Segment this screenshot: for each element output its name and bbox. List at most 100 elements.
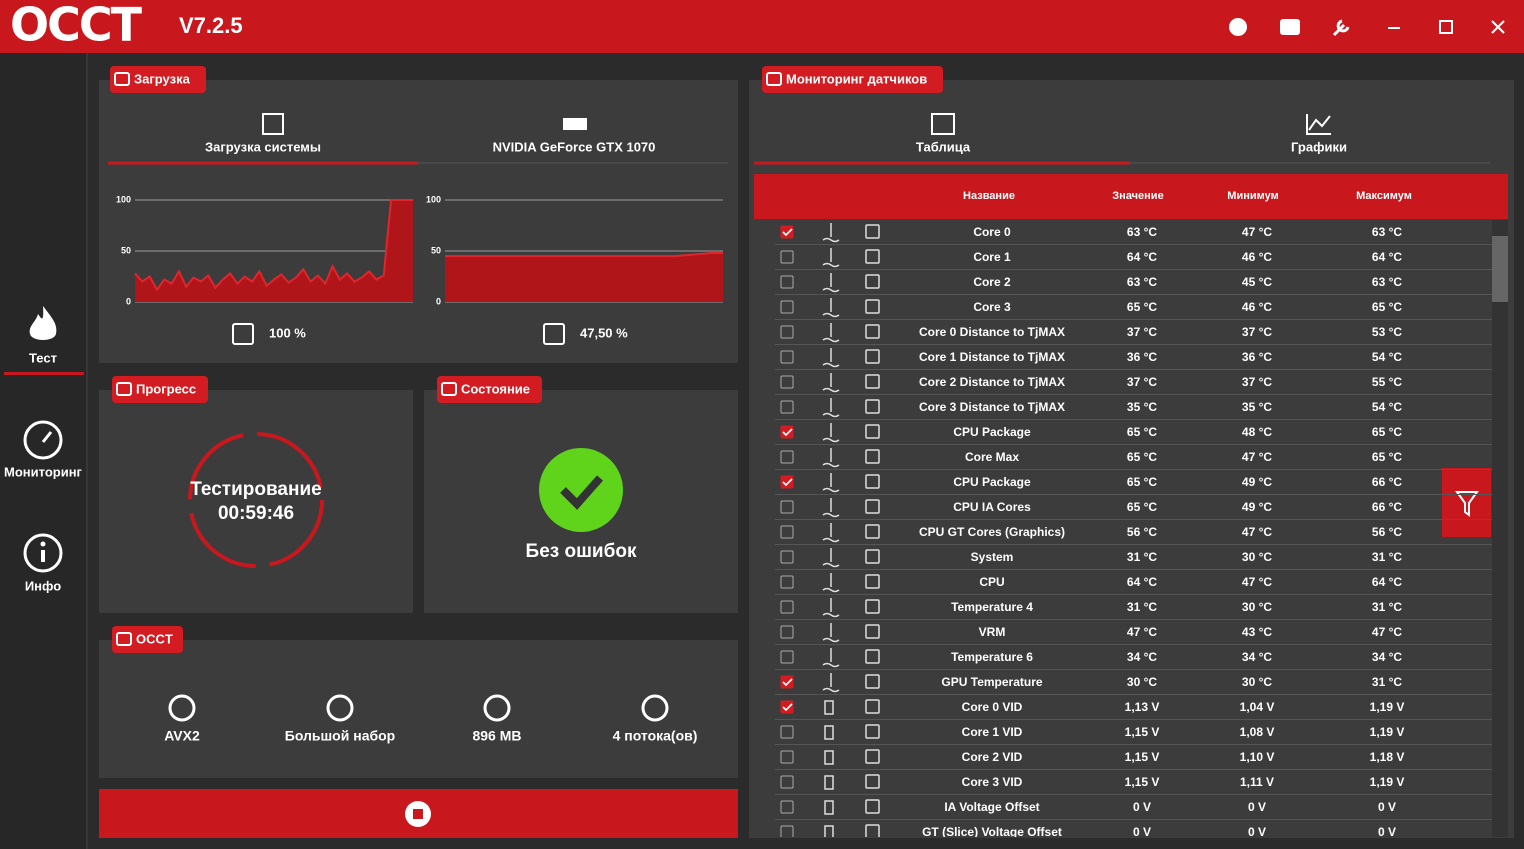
version: V7.2.5 [179, 13, 243, 38]
row-checkbox[interactable] [780, 325, 794, 339]
row-checkbox[interactable] [780, 300, 794, 314]
row-checkbox[interactable] [780, 725, 794, 739]
cpu-tab-icon [262, 113, 284, 135]
table-tab-icon [931, 113, 955, 135]
temperature-icon [822, 498, 840, 518]
cell: CPU Package [953, 425, 1031, 439]
row-checkbox[interactable] [780, 350, 794, 364]
cell: 34 °C [1127, 650, 1157, 664]
row-checkbox[interactable] [780, 425, 794, 439]
progress-ring [188, 432, 324, 568]
cell: 56 °C [1372, 525, 1402, 539]
row-checkbox[interactable] [780, 275, 794, 289]
row-checkbox[interactable] [780, 800, 794, 814]
filter-button[interactable] [1442, 468, 1491, 537]
cell: 64 °C [1127, 575, 1157, 589]
row-checkbox[interactable] [780, 525, 794, 539]
settings-button[interactable] [1332, 19, 1350, 37]
cell: 63 °C [1127, 225, 1157, 239]
row-checkbox[interactable] [780, 650, 794, 664]
cell: 30 °C [1242, 550, 1272, 564]
row-checkbox[interactable] [780, 775, 794, 789]
close-button[interactable] [1491, 20, 1505, 34]
progress-time: 00:59:46 [218, 503, 294, 524]
cell: 34 °C [1372, 650, 1402, 664]
row-checkbox[interactable] [780, 625, 794, 639]
info-icon[interactable] [23, 533, 63, 573]
cell: 63 °C [1127, 275, 1157, 289]
row-checkbox[interactable] [780, 475, 794, 489]
cell: CPU GT Cores (Graphics) [919, 525, 1065, 539]
row-checkbox[interactable] [780, 825, 794, 838]
cell: 31 °C [1372, 600, 1402, 614]
test-icon[interactable] [29, 306, 57, 340]
source-icon [865, 674, 880, 689]
load-badge-text: Загрузка [134, 71, 191, 86]
cell: 36 °C [1127, 350, 1157, 364]
cell: 1,15 V [1125, 725, 1160, 739]
occt-item-icon [641, 694, 669, 722]
scrollbar[interactable] [1492, 220, 1508, 837]
state-message: Без ошибок [526, 541, 637, 562]
cell: GPU Temperature [941, 675, 1042, 689]
row-checkbox[interactable] [780, 400, 794, 414]
cell: 56 °C [1127, 525, 1157, 539]
progress-badge [112, 376, 208, 403]
screenshot-button[interactable] [1280, 19, 1300, 35]
source-icon [865, 799, 880, 814]
cell: Temperature 4 [951, 600, 1033, 614]
load-tab: Загрузка системы [205, 139, 321, 154]
cell: 1,19 V [1370, 775, 1405, 789]
maximize-button[interactable] [1439, 20, 1453, 34]
state-badge-text: Состояние [461, 381, 530, 396]
load-area [445, 253, 723, 302]
info-button[interactable] [1229, 18, 1247, 36]
temperature-icon [822, 673, 840, 693]
row-checkbox[interactable] [780, 750, 794, 764]
cell: 35 °C [1127, 400, 1157, 414]
temperature-icon [822, 373, 840, 393]
cell: 37 °C [1242, 325, 1272, 339]
progress-status: Тестирование [190, 479, 321, 500]
temperature-icon [822, 548, 840, 568]
source-icon [865, 824, 880, 837]
voltage-icon [824, 700, 834, 715]
row-checkbox[interactable] [780, 375, 794, 389]
row-checkbox[interactable] [780, 700, 794, 714]
cell: 47 °C [1127, 625, 1157, 639]
voltage-icon [824, 750, 834, 765]
column-header: Максимум [1356, 190, 1412, 202]
row-checkbox[interactable] [780, 575, 794, 589]
load-panel [99, 80, 738, 363]
progress-panel [99, 390, 413, 613]
scrollbar-thumb[interactable] [1492, 236, 1508, 302]
row-checkbox[interactable] [780, 550, 794, 564]
row-checkbox[interactable] [780, 225, 794, 239]
cell: 0 V [1133, 800, 1151, 814]
cell: Core 3 [973, 300, 1011, 314]
row-checkbox[interactable] [780, 600, 794, 614]
row-checkbox[interactable] [780, 450, 794, 464]
row-checkbox[interactable] [780, 500, 794, 514]
cell: 54 °C [1372, 400, 1402, 414]
source-icon [865, 224, 880, 239]
occt-item: 4 потока(ов) [613, 728, 698, 744]
monitoring-tab: Графики [1291, 139, 1347, 154]
active-indicator [4, 372, 84, 375]
cell: 48 °C [1242, 425, 1272, 439]
row-checkbox[interactable] [780, 675, 794, 689]
monitoring-icon[interactable] [23, 420, 63, 460]
column-header: Название [963, 190, 1015, 202]
cell: 1,10 V [1240, 750, 1275, 764]
info-icon-dot [40, 541, 46, 547]
cell: Core 3 VID [962, 775, 1023, 789]
temperature-icon [822, 398, 840, 418]
readout-icon [543, 323, 565, 345]
table-header [754, 174, 1508, 219]
temperature-icon [822, 348, 840, 368]
row-checkbox[interactable] [780, 250, 794, 264]
occt-item: Большой набор [285, 728, 395, 744]
source-icon [865, 524, 880, 539]
source-icon [865, 449, 880, 464]
temperature-icon [822, 473, 840, 493]
